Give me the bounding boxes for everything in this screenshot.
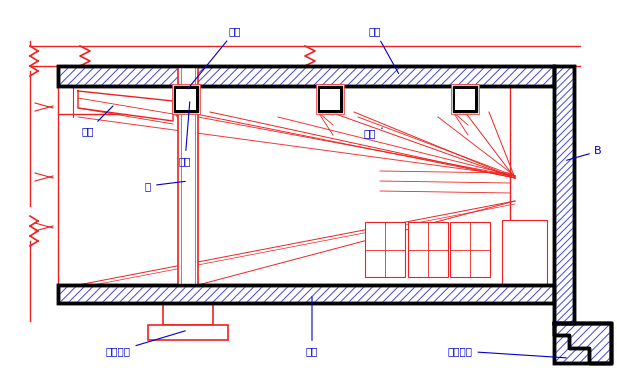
Bar: [502, 220, 547, 285]
Bar: [451, 84, 479, 114]
Bar: [148, 325, 228, 340]
Bar: [450, 222, 490, 277]
Text: 柱: 柱: [145, 181, 185, 191]
Bar: [58, 285, 554, 303]
Bar: [316, 84, 344, 114]
Bar: [58, 285, 554, 303]
Bar: [365, 222, 405, 277]
Bar: [58, 66, 554, 86]
Bar: [554, 323, 611, 363]
Bar: [320, 89, 340, 110]
Bar: [554, 66, 574, 323]
Text: 主梁: 主梁: [179, 102, 191, 166]
Bar: [58, 66, 554, 86]
Bar: [174, 86, 198, 112]
Text: 楼板: 楼板: [369, 26, 399, 74]
Bar: [178, 285, 198, 303]
Bar: [178, 66, 198, 285]
Bar: [58, 66, 554, 86]
Text: 次梁: 次梁: [81, 106, 113, 136]
Text: 条形基础: 条形基础: [447, 346, 566, 358]
Polygon shape: [78, 91, 173, 121]
Bar: [318, 86, 342, 112]
Text: 地面: 地面: [306, 297, 318, 356]
Bar: [554, 66, 574, 323]
Text: 次梁: 次梁: [364, 128, 383, 138]
Text: 主梁: 主梁: [188, 26, 241, 89]
Bar: [455, 89, 475, 110]
Bar: [176, 89, 196, 110]
Text: 独立基础: 独立基础: [106, 331, 185, 356]
Bar: [554, 323, 611, 363]
Bar: [172, 84, 200, 114]
Text: B: B: [594, 146, 602, 156]
Bar: [163, 303, 213, 325]
Bar: [453, 86, 477, 112]
Bar: [554, 66, 574, 323]
Bar: [554, 323, 611, 363]
Polygon shape: [554, 323, 611, 363]
Bar: [58, 285, 554, 303]
Bar: [408, 222, 448, 277]
